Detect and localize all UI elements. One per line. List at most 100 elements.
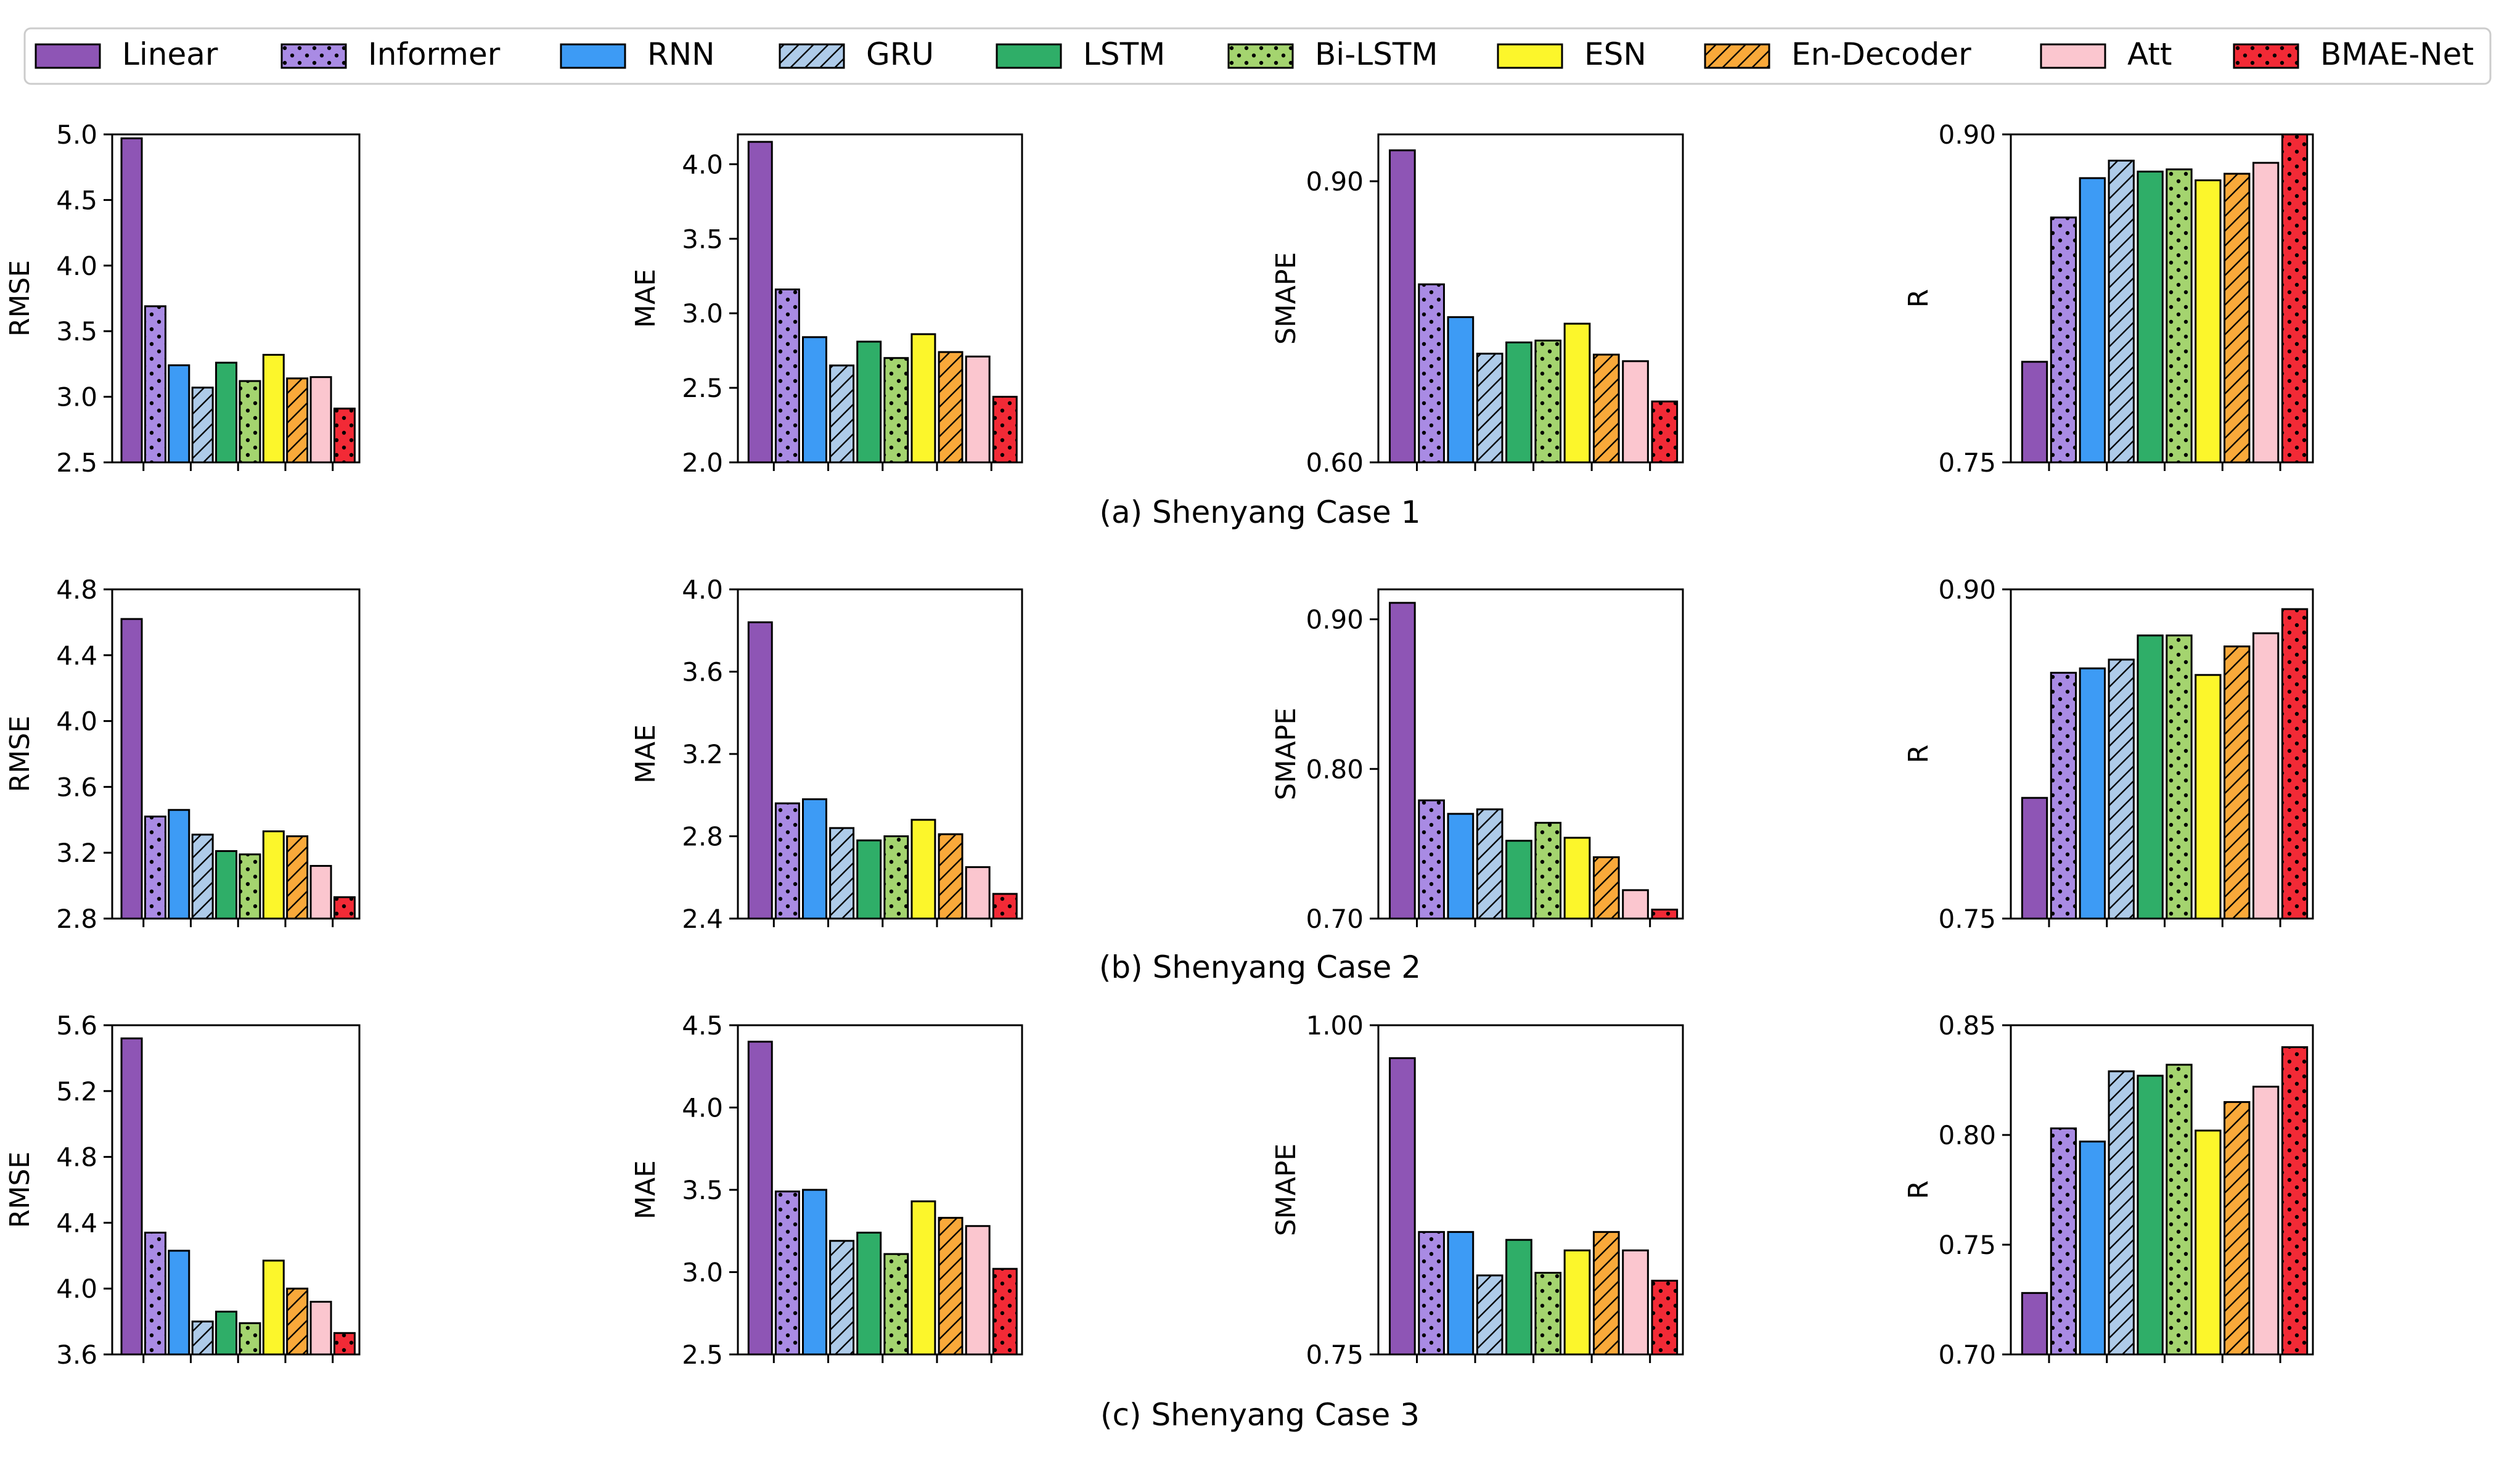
- y-axis-label: MAE: [630, 724, 661, 784]
- legend-label: ESN: [1584, 36, 1647, 72]
- legend-label: Linear: [122, 36, 218, 72]
- legend-item-informer: Informer: [280, 36, 501, 72]
- y-tick-label: 4.4: [56, 641, 97, 671]
- legend-item-linear: Linear: [35, 36, 218, 72]
- y-tick-label: 3.2: [682, 739, 723, 769]
- bar-rnn: [2079, 177, 2106, 464]
- bar-att: [309, 1301, 332, 1356]
- chart-grid: 2.5 3.0 3.5 4.0 4.5 5.0 RMSE 2.0 2.5 3.0 3.5 4.0 MAE…: [4, 120, 2314, 1370]
- legend-item-att: Att: [2040, 36, 2172, 72]
- legend-swatch-pattern: [1704, 43, 1770, 69]
- y-tick-label: 0.75: [1938, 904, 1996, 934]
- bar-rnn: [1447, 316, 1475, 464]
- legend-item-bi-lstm: Bi-LSTM: [1227, 36, 1438, 72]
- bar-pattern-gru: [2109, 160, 2134, 462]
- bar-pattern-bi-lstm: [2166, 635, 2192, 919]
- bar-linear: [2021, 797, 2048, 920]
- y-tick-label: 3.6: [682, 657, 723, 687]
- bar-pattern-en-decoder: [287, 1288, 308, 1354]
- bar-rnn: [168, 809, 190, 920]
- bar-att: [1622, 889, 1649, 920]
- bar-pattern-gru: [192, 1321, 213, 1354]
- bar-lstm: [856, 340, 882, 464]
- chart-mae-case-3: 2.5 3.0 3.5 4.0 4.5 MAE: [630, 1010, 1023, 1370]
- bar-linear: [747, 621, 773, 920]
- y-tick-label: 3.6: [56, 772, 97, 802]
- legend-swatch: [996, 43, 1062, 69]
- bar-pattern-gru: [2109, 1071, 2134, 1354]
- y-tick-label: 1.00: [1306, 1010, 1364, 1041]
- bar-pattern-bi-lstm: [1535, 822, 1561, 919]
- bar-linear: [2021, 1292, 2048, 1356]
- bar-att: [965, 355, 991, 464]
- bar-pattern-bi-lstm: [239, 854, 260, 919]
- bar-linear: [747, 1041, 773, 1356]
- plot-frame: [2010, 133, 2314, 464]
- bar-esn: [910, 1200, 936, 1356]
- bar-pattern-bi-lstm: [239, 1323, 260, 1354]
- legend-item-rnn: RNN: [560, 36, 715, 72]
- legend-swatch-pattern: [2233, 43, 2299, 69]
- plot-frame: [2010, 588, 2314, 920]
- chart-mae-case-2: 2.4 2.8 3.2 3.6 4.0 MAE: [630, 575, 1023, 934]
- bar-pattern-en-decoder: [1593, 354, 1619, 462]
- y-tick-label: 5.6: [56, 1010, 97, 1041]
- chart-r-case-2: 0.75 0.90 R: [1903, 575, 2314, 934]
- bar-esn: [262, 830, 285, 920]
- y-tick-label: 3.0: [682, 298, 723, 329]
- bar-linear: [120, 1037, 143, 1356]
- bar-rnn: [2079, 667, 2106, 920]
- bar-pattern-en-decoder: [2224, 646, 2249, 919]
- chart-mae-case-1: 2.0 2.5 3.0 3.5 4.0 MAE: [630, 133, 1023, 478]
- y-tick-label: 4.0: [56, 706, 97, 737]
- y-axis-label: MAE: [630, 269, 661, 328]
- bar-esn: [1563, 1249, 1591, 1356]
- y-tick-label: 0.85: [1938, 1010, 1996, 1041]
- bar-pattern-bi-lstm: [2166, 1065, 2192, 1354]
- bar-pattern-en-decoder: [1593, 857, 1619, 919]
- legend-item-gru: GRU: [779, 36, 934, 72]
- bar-pattern-bi-lstm: [2166, 169, 2192, 462]
- bar-pattern-informer: [145, 816, 166, 919]
- bar-linear: [747, 141, 773, 464]
- bar-linear: [120, 618, 143, 920]
- bar-pattern-bmae-net: [2282, 134, 2307, 462]
- bar-pattern-bmae-net: [334, 408, 355, 462]
- bar-pattern-bmae-net: [993, 1269, 1017, 1354]
- y-tick-label: 3.5: [682, 1175, 723, 1205]
- y-tick-label: 4.5: [56, 185, 97, 215]
- bar-lstm: [856, 839, 882, 920]
- bar-esn: [910, 819, 936, 920]
- bar-pattern-en-decoder: [287, 836, 308, 919]
- plot-frame: [737, 133, 1023, 464]
- bar-pattern-bi-lstm: [884, 358, 908, 462]
- bar-pattern-bmae-net: [993, 893, 1017, 919]
- y-axis-label: RMSE: [4, 716, 36, 792]
- legend-item-en-decoder: En-Decoder: [1704, 36, 1971, 72]
- legend-swatch: [560, 43, 626, 69]
- legend-label: BMAE-Net: [2320, 36, 2474, 72]
- bar-linear: [1389, 1057, 1416, 1356]
- bar-pattern-gru: [192, 387, 213, 462]
- bar-lstm: [856, 1231, 882, 1356]
- bar-pattern-gru: [830, 1240, 854, 1354]
- bar-att: [1622, 360, 1649, 464]
- bar-esn: [1563, 322, 1591, 464]
- y-tick-label: 4.8: [56, 575, 97, 605]
- y-axis-label: SMAPE: [1270, 1144, 1302, 1236]
- bar-pattern-informer: [2051, 673, 2076, 919]
- bar-pattern-bi-lstm: [239, 381, 260, 462]
- y-tick-label: 0.80: [1306, 754, 1364, 784]
- bar-esn: [1563, 837, 1591, 920]
- bar-pattern-bi-lstm: [1535, 1272, 1561, 1354]
- y-tick-label: 3.6: [56, 1340, 97, 1370]
- bar-linear: [120, 137, 143, 464]
- bar-linear: [1389, 149, 1416, 464]
- plot-frame: [111, 1024, 361, 1356]
- y-tick-label: 4.0: [682, 1093, 723, 1123]
- legend: Linear Informer RNN GRU LSTM Bi-LSTM ESN En-Dec…: [23, 27, 2492, 85]
- chart-smape-case-1: 0.60 0.90 SMAPE: [1270, 133, 1684, 478]
- bar-lstm: [1505, 341, 1532, 464]
- bar-pattern-bmae-net: [2282, 609, 2307, 919]
- legend-swatch: [35, 43, 101, 69]
